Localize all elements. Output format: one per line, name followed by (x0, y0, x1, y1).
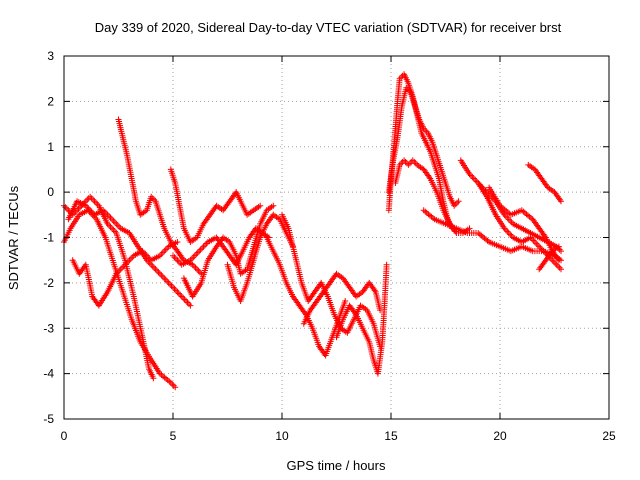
y-tick-label: -1 (43, 231, 54, 245)
y-tick-label: 2 (47, 94, 54, 108)
x-axis-label: GPS time / hours (287, 458, 386, 473)
marker-trail-arc22 (536, 243, 562, 273)
marker-trail-arc4 (69, 239, 181, 309)
series-arc19 (475, 180, 564, 273)
data-series (61, 71, 564, 391)
marker-trail-arc5 (115, 116, 205, 277)
series-arc7 (170, 225, 272, 268)
y-axis-ticks: -5 -4 -3 -2 -1 0 1 2 3 (43, 49, 609, 426)
x-tick-label: 15 (384, 429, 398, 443)
series-arc9 (224, 211, 296, 304)
y-tick-label: -5 (43, 412, 54, 426)
marker-trail-arc7 (170, 225, 272, 268)
series-arc4 (69, 239, 181, 309)
series-arc15 (385, 84, 462, 209)
series-arc13 (333, 261, 390, 377)
y-tick-label: 1 (47, 140, 54, 154)
series-arc21 (525, 161, 564, 205)
x-tick-label: 10 (275, 429, 289, 443)
series-arc12 (300, 270, 384, 327)
grid-lines (64, 56, 609, 419)
x-tick-label: 20 (493, 429, 507, 443)
series-arc6 (167, 166, 264, 245)
marker-trail-arc16 (392, 157, 473, 236)
marker-trail-arc21 (525, 161, 564, 205)
marker-trail-arc14 (385, 71, 455, 232)
y-tick-label: -4 (43, 367, 54, 381)
series-arc8 (180, 202, 277, 300)
y-tick-label: -2 (43, 276, 54, 290)
series-arc5 (115, 116, 205, 277)
marker-trail-arc6 (167, 166, 264, 245)
x-tick-label: 5 (170, 429, 177, 443)
chart-title: Day 339 of 2020, Sidereal Day-to-day VTE… (95, 20, 562, 35)
marker-trail-arc19 (475, 180, 564, 273)
x-tick-label: 25 (602, 429, 616, 443)
marker-trail-arc9 (224, 211, 296, 304)
marker-trail-arc15 (385, 84, 462, 209)
series-arc22 (536, 243, 562, 273)
x-axis-ticks: 0 5 10 15 20 25 (61, 56, 616, 443)
series-arc14 (385, 71, 455, 232)
y-tick-label: 3 (47, 49, 54, 63)
marker-trail-arc13 (333, 261, 390, 377)
y-tick-label: -3 (43, 321, 54, 335)
y-axis-label: SDTVAR / TECUs (6, 185, 21, 290)
series-arc16 (392, 157, 473, 236)
marker-trail-arc3 (65, 198, 194, 309)
series-arc3 (65, 198, 194, 309)
y-tick-label: 0 (47, 185, 54, 199)
marker-trail-arc8 (180, 202, 277, 300)
x-tick-label: 0 (61, 429, 68, 443)
marker-trail-arc12 (300, 270, 384, 327)
